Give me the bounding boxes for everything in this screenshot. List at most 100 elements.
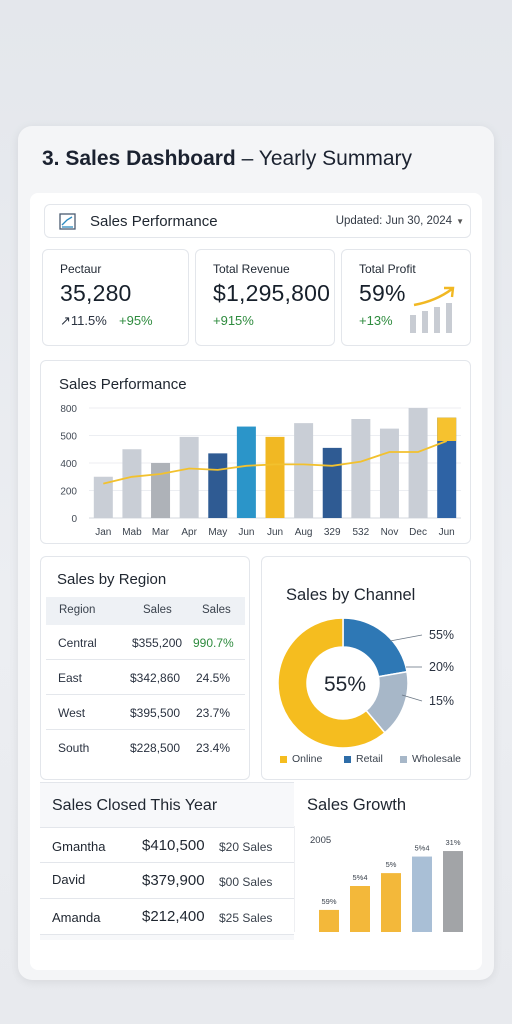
legend-swatch — [280, 755, 287, 763]
x-tick-label: Mar — [152, 527, 170, 538]
kpi-card-pectaur[interactable]: Pectaur 35,280 ↗11.5% +95% — [42, 249, 216, 346]
kpi-change: +915% — [213, 313, 254, 328]
sales-by-region-card: Sales by Region Region Sales Sales Centr… — [40, 556, 250, 780]
callout-line — [389, 634, 423, 642]
data-label: 5% — [386, 860, 397, 869]
rep-name: Amanda — [52, 910, 101, 925]
kpi-label: Total Revenue — [213, 262, 290, 276]
table-row[interactable]: West $395,500 23.7% — [46, 695, 245, 730]
callout-label: 55% — [429, 628, 454, 642]
y-tick-label: 800 — [60, 404, 77, 415]
title-sub: – Yearly Summary — [235, 147, 413, 170]
kpi-card-total-revenue[interactable]: Total Revenue $1,295,800 +915% — [195, 249, 335, 346]
list-item[interactable]: Gmantha $410,500 $20 Sales — [40, 827, 294, 863]
y-tick-label: 2005 — [310, 835, 331, 846]
rep-amount: $379,900 — [142, 872, 205, 889]
bar — [151, 463, 171, 518]
col-header-sales-pct: Sales — [202, 604, 231, 616]
region-name: East — [58, 671, 83, 685]
document-chart-icon — [59, 213, 76, 230]
x-tick-label: Jan — [95, 527, 111, 538]
sales-by-channel-card: Sales by Channel 55% 55% 20% 15% Online Ret… — [261, 556, 471, 780]
x-tick-label: Nos — [383, 939, 400, 940]
data-label: 31% — [445, 838, 460, 847]
region-name: Central — [58, 636, 97, 650]
col-header-region: Region — [59, 604, 96, 616]
bar — [381, 873, 401, 932]
region-sales: $228,500 — [130, 741, 181, 755]
bar — [412, 856, 432, 932]
y-tick-label: 200 — [60, 487, 77, 498]
x-tick-label: T0% — [350, 939, 370, 940]
table-row[interactable]: Central $355,200 990.7% — [46, 625, 245, 660]
closed-title: Sales Closed This Year — [52, 797, 218, 814]
y-tick-label: 400 — [60, 459, 77, 470]
x-tick-label: Jun — [267, 527, 283, 538]
legend-swatch — [344, 755, 351, 763]
table-row[interactable]: East $342,860 24.5% — [46, 660, 245, 695]
rep-name: Gmantha — [52, 839, 106, 854]
sales-closed-card: Sales Closed This Year Gmantha $410,500 … — [40, 782, 294, 940]
col-header-sales: Sales — [143, 604, 172, 616]
bar — [322, 447, 342, 518]
bar — [122, 449, 142, 518]
x-tick-label: 532 — [353, 527, 370, 538]
region-name: South — [58, 741, 90, 755]
trend-up-icon — [410, 286, 455, 333]
bar — [350, 886, 370, 932]
page-title: 3. Sales Dashboard – Yearly Summary — [42, 147, 412, 171]
rep-amount: $410,500 — [142, 837, 205, 854]
y-tick-label: 0 — [71, 514, 77, 525]
bar-top-segment — [437, 417, 457, 441]
kpi-value: 35,280 — [60, 280, 132, 306]
x-tick-label: Nov — [381, 527, 399, 538]
performance-header-title: Sales Performance — [90, 213, 218, 230]
kpi-value: $1,295,800 — [213, 280, 331, 306]
legend-label: Online — [292, 753, 323, 765]
x-tick-label: Jun — [439, 527, 455, 538]
x-tick-label: Jun — [238, 527, 254, 538]
sales-performance-chart: 0 200 400 500 800 Jan Mab Mar Apr May Jun Jun Aug 329… — [60, 404, 461, 538]
bar — [208, 453, 228, 518]
x-tick-label: May — [208, 527, 227, 538]
list-item[interactable]: Amanda $212,400 $25 Sales — [40, 899, 294, 935]
region-sales: $395,500 — [130, 706, 181, 720]
x-tick-label: Dec — [409, 527, 427, 538]
region-sales: $355,200 — [132, 636, 183, 650]
kpi-card-total-profit[interactable]: Total Profit 59% +13% — [341, 249, 471, 346]
callout-label: 15% — [429, 694, 454, 708]
updated-date-dropdown[interactable]: Updated: Jun 30, 2024 ▼ — [336, 215, 464, 227]
legend-label: Wholesale — [412, 753, 462, 765]
legend-label: Retail — [356, 753, 383, 765]
list-item[interactable]: David $379,900 $00 Sales — [40, 863, 294, 899]
data-label: 5%4 — [414, 844, 429, 853]
data-label: 59% — [321, 897, 336, 906]
trend-line — [103, 440, 448, 485]
table-row[interactable]: South $228,500 23.4% — [46, 730, 245, 765]
bar — [265, 436, 285, 518]
x-tick-label: Aug — [295, 527, 313, 538]
rep-sales-count: $20 Sales — [219, 840, 273, 854]
bar — [379, 428, 399, 518]
region-name: West — [58, 706, 86, 720]
callout-label: 20% — [429, 660, 454, 674]
rep-amount: $212,400 — [142, 908, 205, 925]
kpi-label: Total Profit — [359, 262, 416, 276]
performance-header-bar: Sales Performance Updated: Jun 30, 2024 … — [44, 204, 471, 238]
rep-name: David — [52, 872, 86, 887]
y-tick-label: 500 — [60, 432, 77, 443]
bar — [443, 851, 463, 932]
region-title: Sales by Region — [57, 571, 167, 588]
bar — [319, 909, 339, 932]
legend-retail: Retail — [344, 753, 383, 765]
x-tick-label: Mab — [122, 527, 142, 538]
rep-sales-count: $00 Sales — [219, 875, 273, 889]
bar — [93, 476, 113, 518]
bar — [179, 436, 199, 518]
legend-wholesale: Wholesale — [400, 753, 461, 765]
region-pct: 990.7% — [193, 636, 234, 650]
sales-growth-card: Sales Growth 2005 59% Jant 5%4 T0% 5% Nos 5%4 Ap… — [294, 782, 471, 940]
donut-center-label: 55% — [324, 673, 366, 696]
chevron-down-icon: ▼ — [456, 216, 464, 226]
x-tick-label: Apr — [415, 939, 430, 940]
